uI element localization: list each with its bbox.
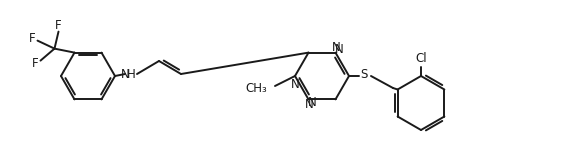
- Text: N: N: [305, 98, 314, 111]
- Text: H: H: [126, 67, 136, 80]
- Text: N: N: [335, 43, 344, 56]
- Text: F: F: [32, 57, 39, 70]
- Text: N: N: [332, 41, 341, 54]
- Text: S: S: [360, 67, 368, 80]
- Text: CH₃: CH₃: [245, 82, 267, 94]
- Text: F: F: [55, 19, 62, 32]
- Text: N: N: [121, 67, 129, 80]
- Text: F: F: [29, 32, 36, 45]
- Text: N: N: [308, 96, 317, 109]
- Text: N: N: [291, 78, 299, 91]
- Text: Cl: Cl: [415, 52, 427, 66]
